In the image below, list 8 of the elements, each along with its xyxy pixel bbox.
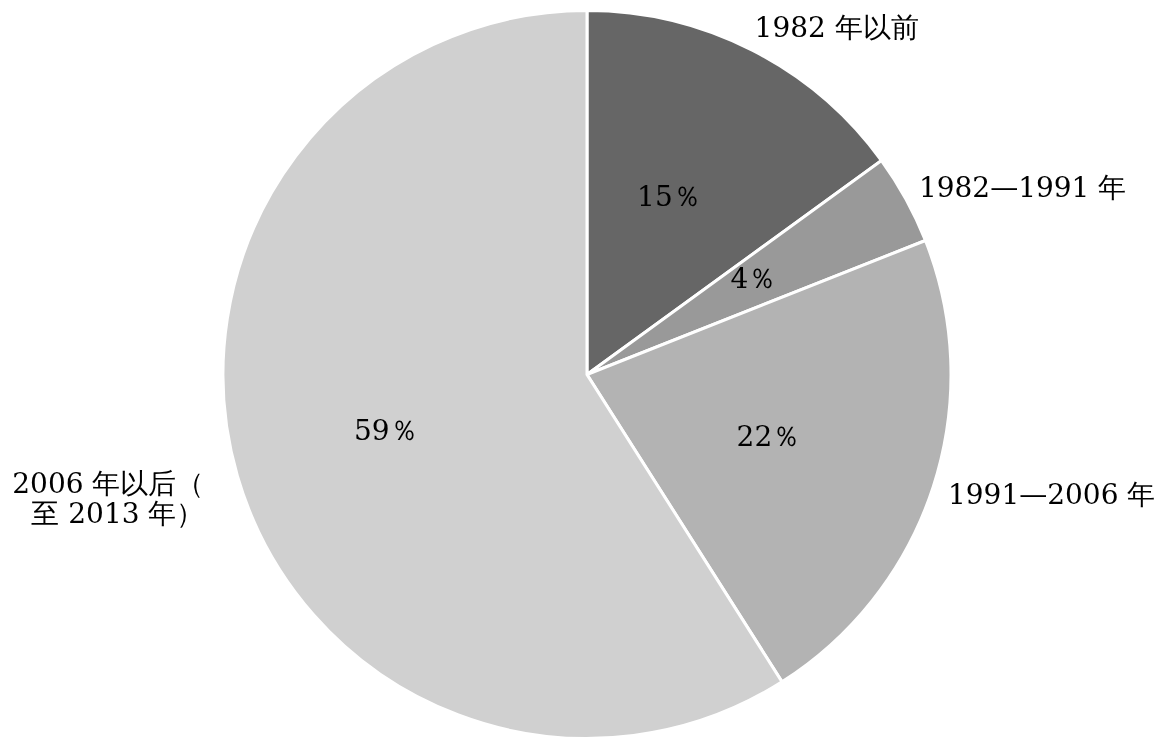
slice-label: 1982 年以前 [754, 11, 919, 45]
data-label: 22％ [736, 419, 801, 453]
slice-label: 2006 年以后（至 2013 年） [12, 466, 205, 530]
slice-label: 1982—1991 年 [918, 170, 1127, 204]
slice-label: 1991—2006 年 [947, 478, 1156, 512]
data-label: 15％ [637, 179, 701, 213]
data-label: 59％ [353, 413, 418, 447]
data-label: 4％ [730, 261, 777, 295]
